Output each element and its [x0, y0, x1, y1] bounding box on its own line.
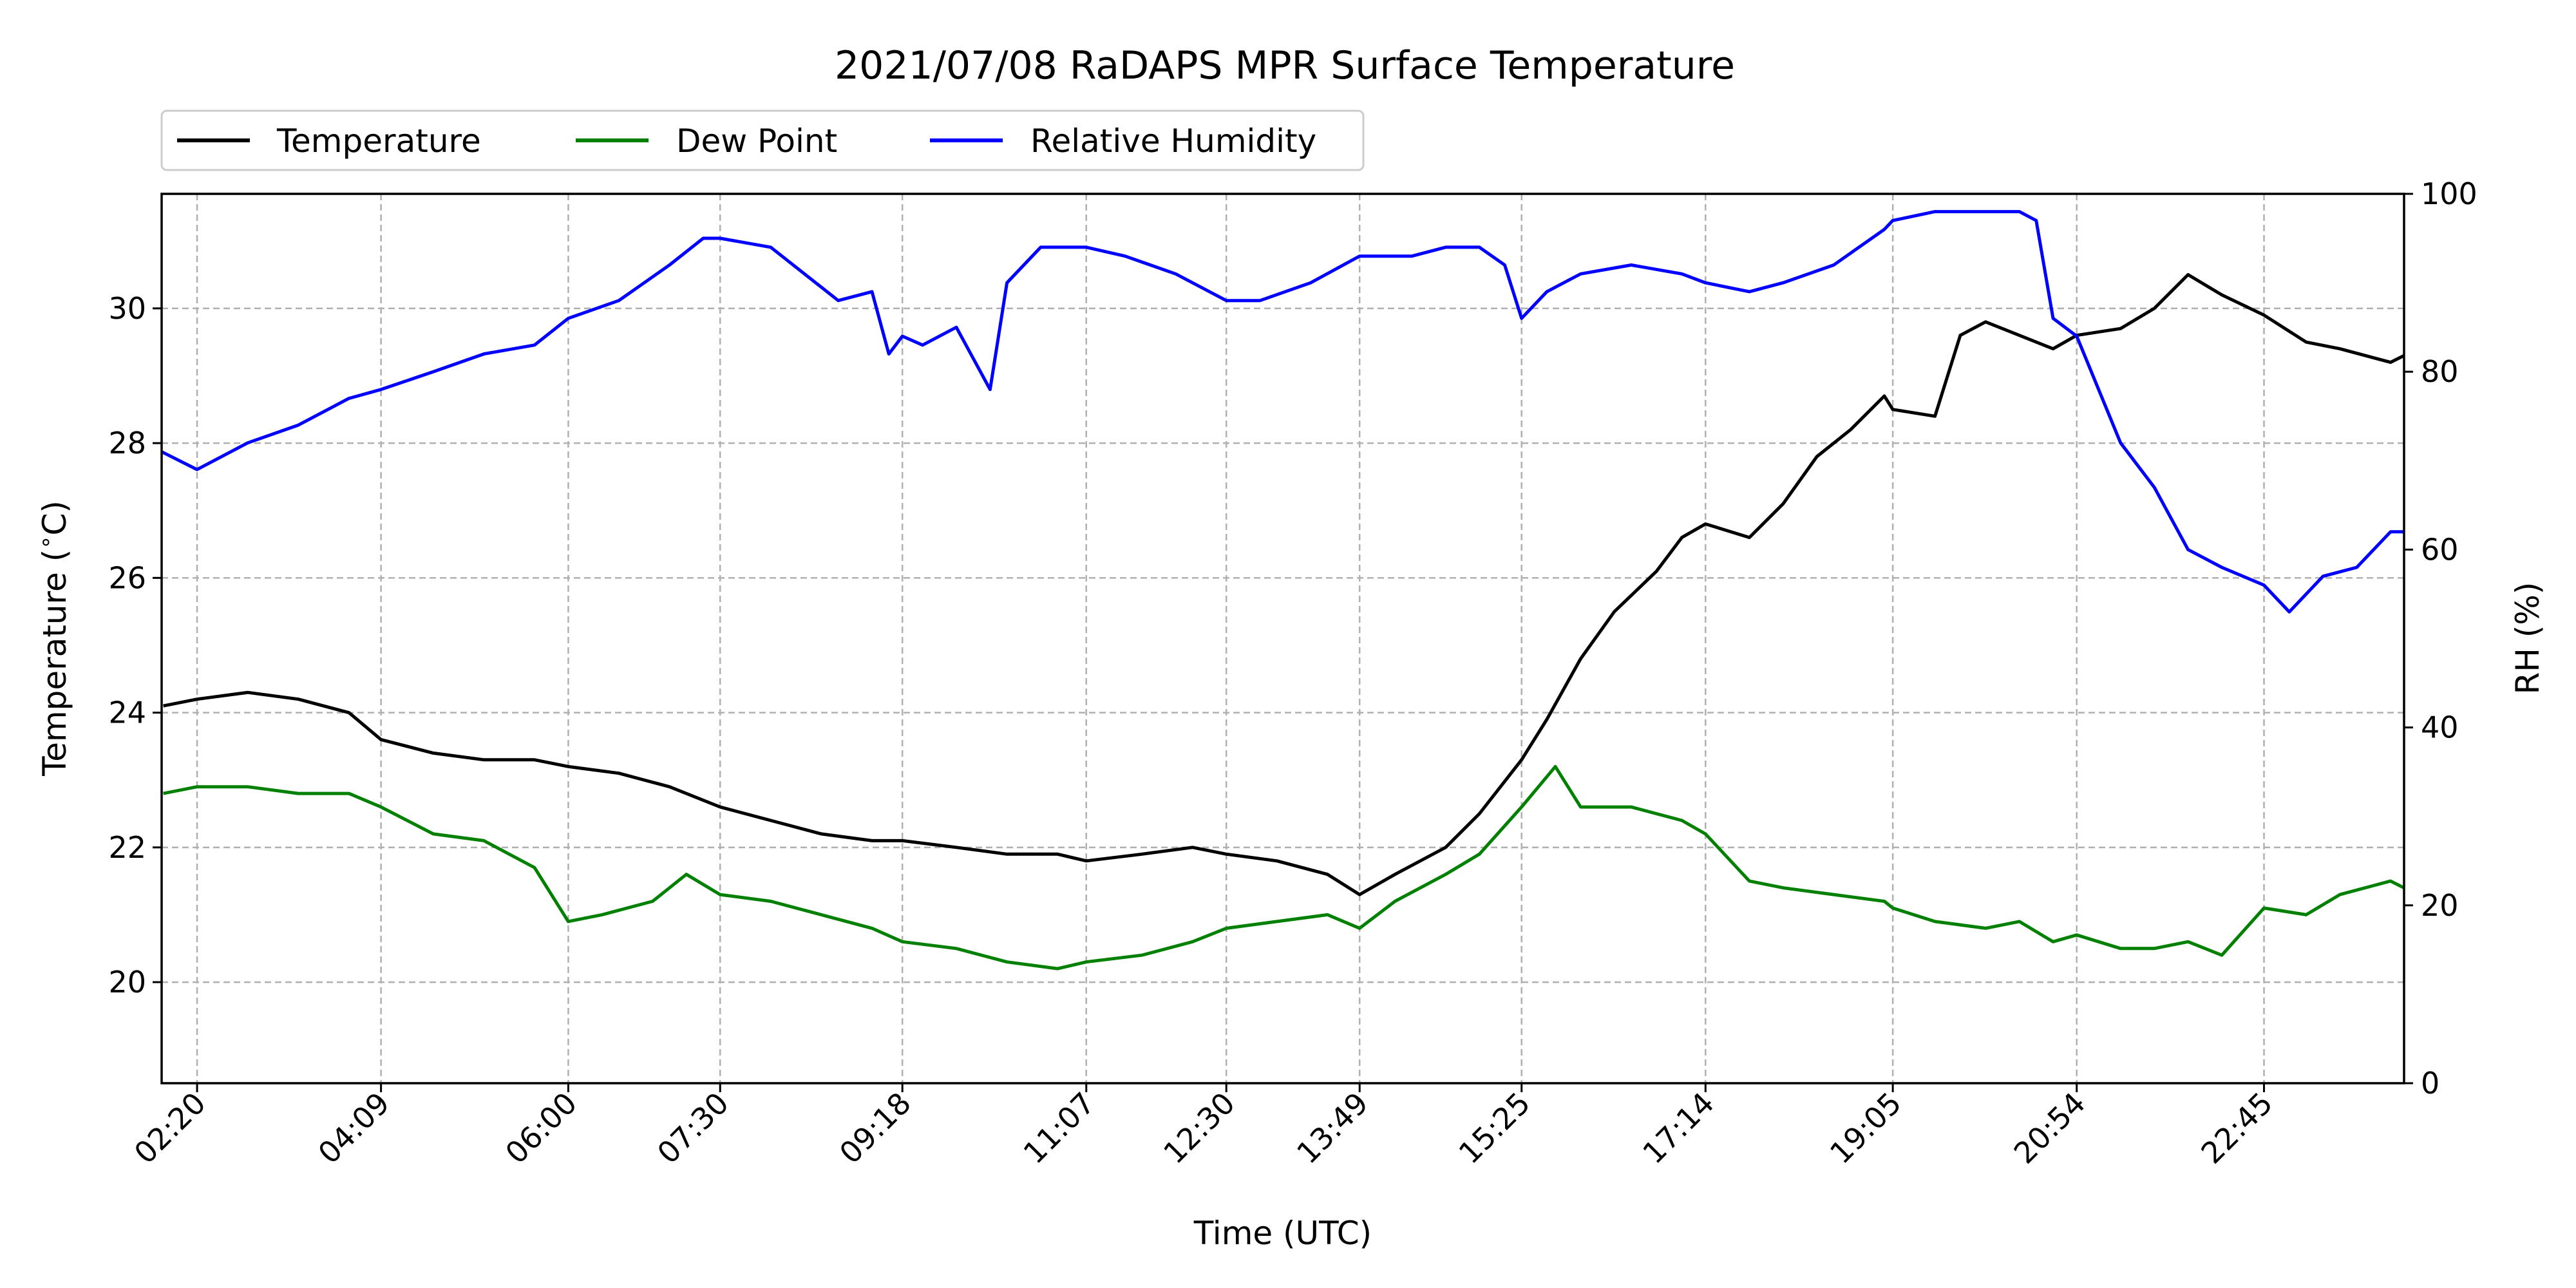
legend: Temperature Dew Point Relative Humidity — [160, 109, 1365, 171]
y-right-tick-label-20: 20 — [2421, 888, 2459, 923]
series-lines — [160, 210, 2405, 971]
y-right-tick-label-40: 40 — [2421, 710, 2459, 745]
plot-frame — [160, 193, 2405, 1084]
x-tick-label-1230: 12:30 — [1157, 1086, 1242, 1171]
y-right-ticks: 0 20 40 60 80 100 — [2404, 176, 2477, 1101]
x-tick-label-1349: 13:49 — [1290, 1086, 1375, 1171]
y-left-tick-label-30: 30 — [108, 291, 146, 326]
x-ticks: 02:20 04:09 06:00 07:30 09:18 11:07 12:30 13:49… — [128, 1083, 2279, 1171]
series-line-dew-point — [163, 764, 2405, 971]
x-tick-label-0220: 02:20 — [128, 1086, 213, 1171]
series-line-temperature — [163, 273, 2405, 896]
y-right-tick-label-80: 80 — [2421, 354, 2459, 389]
legend-frame — [160, 109, 1365, 171]
y-left-tick-label-26: 26 — [108, 560, 146, 595]
legend-label-dew-point: Dew Point — [676, 122, 837, 160]
series-line-relative-humidity — [160, 210, 2404, 614]
x-tick-label-0600: 06:00 — [498, 1086, 583, 1171]
x-tick-label-2245: 22:45 — [2194, 1086, 2279, 1171]
y-right-axis-label: RH (%) — [2509, 582, 2546, 695]
y-left-tick-label-22: 22 — [108, 830, 146, 865]
legend-label-temperature: Temperature — [276, 122, 481, 160]
y-left-axis-label: Temperature (∘C) — [33, 500, 73, 777]
y-left-tick-label-24: 24 — [108, 696, 146, 730]
x-tick-label-0918: 09:18 — [833, 1086, 918, 1171]
x-tick-label-1107: 11:07 — [1017, 1086, 1102, 1171]
x-tick-label-1714: 17:14 — [1636, 1086, 1721, 1171]
x-tick-label-0730: 07:30 — [650, 1086, 735, 1171]
y-right-tick-label-100: 100 — [2421, 176, 2477, 211]
x-tick-label-2054: 20:54 — [2007, 1086, 2092, 1171]
y-right-tick-label-60: 60 — [2421, 532, 2459, 567]
x-tick-label-1905: 19:05 — [1823, 1086, 1908, 1171]
grid — [162, 194, 2404, 1083]
legend-label-relative-humidity: Relative Humidity — [1030, 122, 1316, 160]
y-right-tick-label-0: 0 — [2421, 1066, 2439, 1101]
chart-title: 2021/07/08 RaDAPS MPR Surface Temperatur… — [835, 43, 1735, 88]
x-tick-label-1525: 15:25 — [1452, 1086, 1537, 1171]
y-left-tick-label-20: 20 — [108, 965, 146, 999]
x-axis-label: Time (UTC) — [1193, 1215, 1372, 1252]
y-left-tick-label-28: 28 — [108, 426, 146, 460]
x-tick-label-0409: 04:09 — [311, 1086, 396, 1171]
y-left-ticks: 20 22 24 26 28 30 — [108, 291, 162, 999]
